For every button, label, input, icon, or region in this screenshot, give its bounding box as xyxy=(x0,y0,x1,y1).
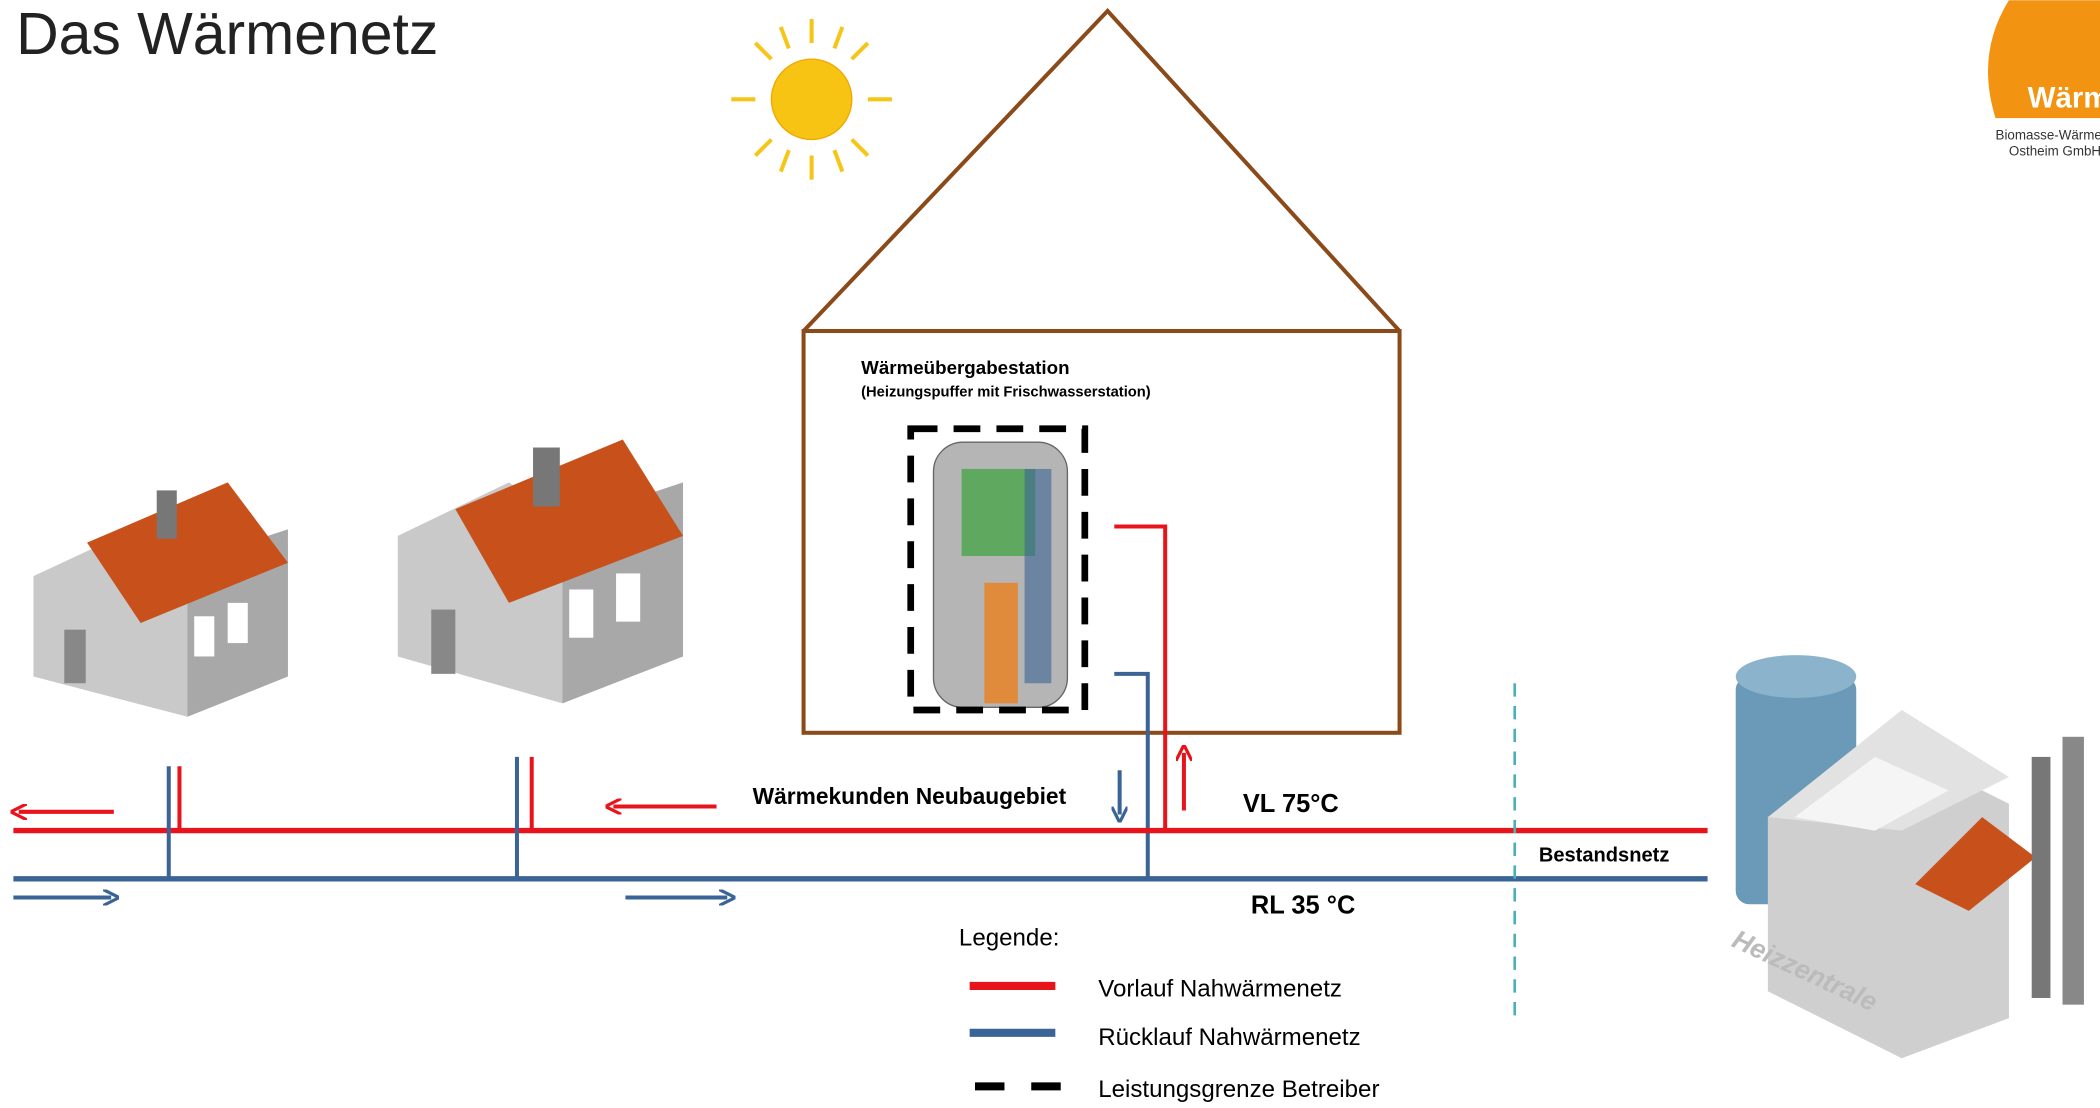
plant-icon xyxy=(1735,655,2084,1059)
house-icon xyxy=(33,482,288,717)
title: Das Wärmenetz xyxy=(16,2,438,67)
logo: Wärme Biomasse-Wärme Ostheim GmbH xyxy=(1988,0,2100,159)
logo-brand: Wärme xyxy=(2028,81,2100,114)
supply-branch xyxy=(1114,524,1168,831)
house xyxy=(801,328,1402,735)
legend-label: Vorlauf Nahwärmenetz xyxy=(1098,976,1342,1003)
tank xyxy=(932,441,1069,709)
house-icon xyxy=(397,439,684,704)
station-subtitle: (Heizungspuffer mit Frischwasserstation) xyxy=(861,385,1151,401)
logo-text: Biomasse-Wärme xyxy=(1996,127,2100,142)
label: RL 35 °C xyxy=(1251,892,1355,920)
legend-title: Legende: xyxy=(959,925,1060,952)
sun xyxy=(731,18,892,180)
operator-boundary xyxy=(907,425,1089,714)
roof xyxy=(802,7,1402,333)
station-title: Wärmeübergabestation xyxy=(861,357,1069,378)
legend-label: Leistungsgrenze Betreiber xyxy=(1098,1076,1379,1103)
label: Wärmekunden Neubaugebiet xyxy=(753,783,1067,809)
logo-text: Ostheim GmbH xyxy=(2009,144,2100,159)
label: VL 75°C xyxy=(1243,790,1339,818)
legend-label: Rücklauf Nahwärmenetz xyxy=(1098,1024,1360,1051)
label: Bestandsnetz xyxy=(1539,844,1670,866)
return-branch xyxy=(1114,671,1150,879)
